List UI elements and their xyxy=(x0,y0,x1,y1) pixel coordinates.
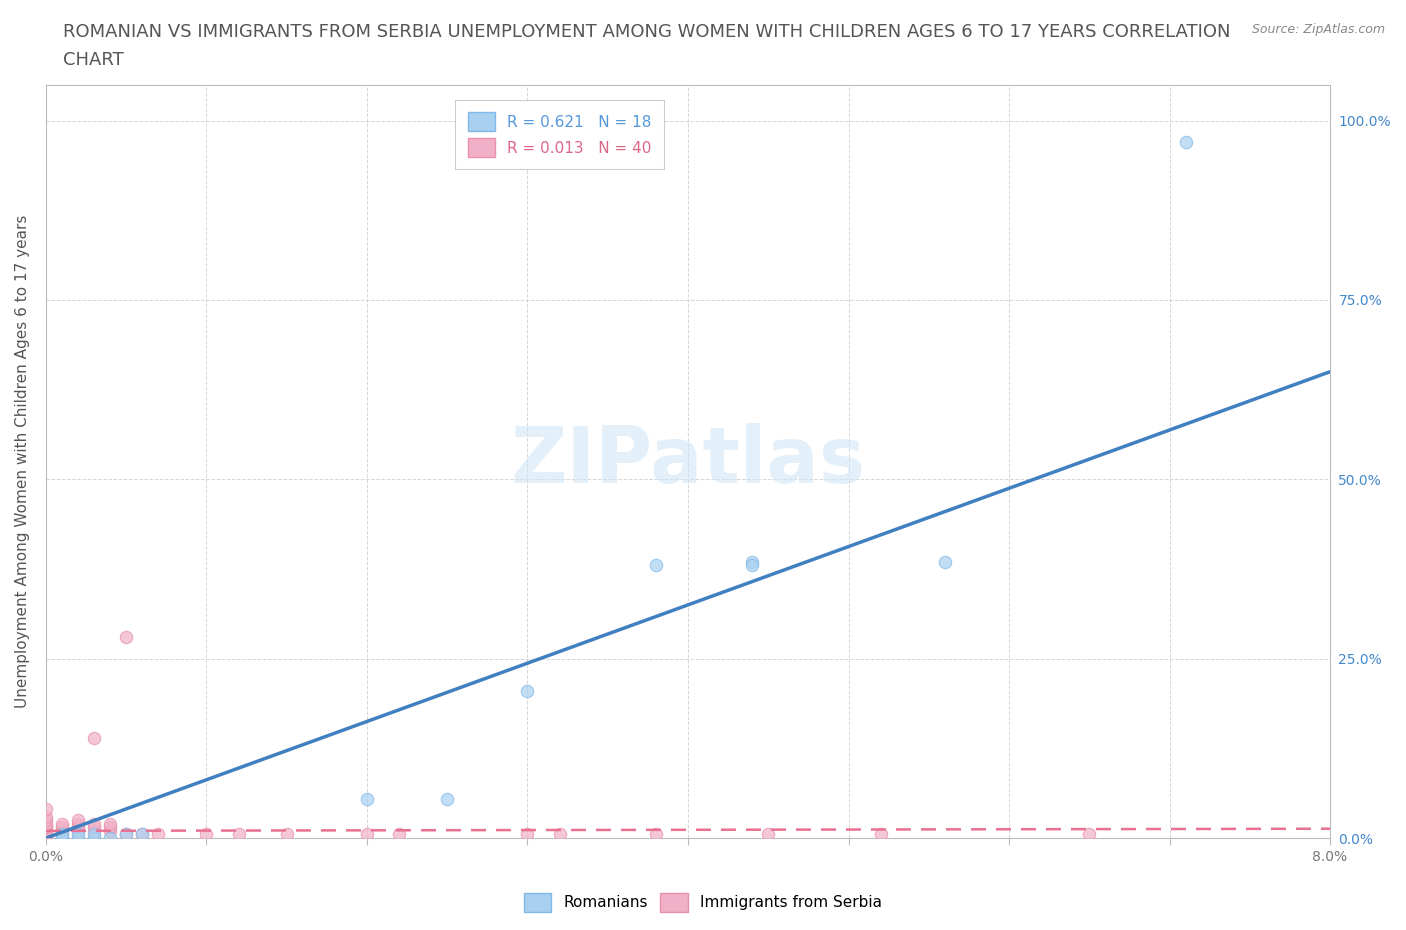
Point xyxy=(35,802,58,817)
Point xyxy=(356,791,378,806)
Point xyxy=(35,809,58,824)
Text: Source: ZipAtlas.com: Source: ZipAtlas.com xyxy=(1251,23,1385,36)
Point xyxy=(388,827,411,842)
Point xyxy=(228,827,250,842)
Point xyxy=(195,827,218,842)
Point xyxy=(67,823,90,838)
Point xyxy=(51,820,73,835)
Point xyxy=(51,827,73,842)
Point xyxy=(35,817,58,831)
Point xyxy=(741,558,763,573)
Point xyxy=(645,558,668,573)
Point xyxy=(67,813,90,828)
Text: ZIPatlas: ZIPatlas xyxy=(510,423,866,499)
Point xyxy=(115,630,138,644)
Point xyxy=(51,830,73,845)
Point xyxy=(869,827,891,842)
Point xyxy=(67,820,90,835)
Point xyxy=(83,830,105,845)
Point xyxy=(83,827,105,842)
Point xyxy=(148,827,170,842)
Point xyxy=(645,827,668,842)
Point xyxy=(131,827,153,842)
Point xyxy=(356,827,378,842)
Point xyxy=(98,820,121,835)
Point xyxy=(98,830,121,845)
Point xyxy=(83,820,105,835)
Point xyxy=(67,830,90,845)
Point xyxy=(67,817,90,831)
Point xyxy=(83,817,105,831)
Point xyxy=(131,827,153,842)
Point xyxy=(35,820,58,835)
Point xyxy=(516,827,538,842)
Point xyxy=(98,823,121,838)
Point xyxy=(67,827,90,842)
Y-axis label: Unemployment Among Women with Children Ages 6 to 17 years: Unemployment Among Women with Children A… xyxy=(15,215,30,708)
Point xyxy=(51,827,73,842)
Point xyxy=(35,825,58,840)
Text: ROMANIAN VS IMMIGRANTS FROM SERBIA UNEMPLOYMENT AMONG WOMEN WITH CHILDREN AGES 6: ROMANIAN VS IMMIGRANTS FROM SERBIA UNEMP… xyxy=(63,23,1230,41)
Point xyxy=(756,827,779,842)
Point xyxy=(934,554,956,569)
Point xyxy=(276,827,298,842)
Point xyxy=(98,817,121,831)
Point xyxy=(35,817,58,832)
Text: CHART: CHART xyxy=(63,51,124,69)
Point xyxy=(436,791,458,806)
Point xyxy=(35,827,58,842)
Point xyxy=(83,730,105,745)
Point xyxy=(548,827,571,842)
Point xyxy=(741,554,763,569)
Point xyxy=(1078,827,1101,842)
Point xyxy=(51,830,73,845)
Point xyxy=(516,684,538,698)
Point xyxy=(51,817,73,831)
Point xyxy=(35,830,58,845)
Point xyxy=(35,823,58,838)
Point xyxy=(1174,135,1197,150)
Legend: R = 0.621   N = 18, R = 0.013   N = 40: R = 0.621 N = 18, R = 0.013 N = 40 xyxy=(456,100,664,169)
Point xyxy=(51,823,73,838)
Legend: Romanians, Immigrants from Serbia: Romanians, Immigrants from Serbia xyxy=(517,887,889,918)
Point xyxy=(35,813,58,828)
Point xyxy=(115,827,138,842)
Point xyxy=(83,823,105,838)
Point xyxy=(115,827,138,842)
